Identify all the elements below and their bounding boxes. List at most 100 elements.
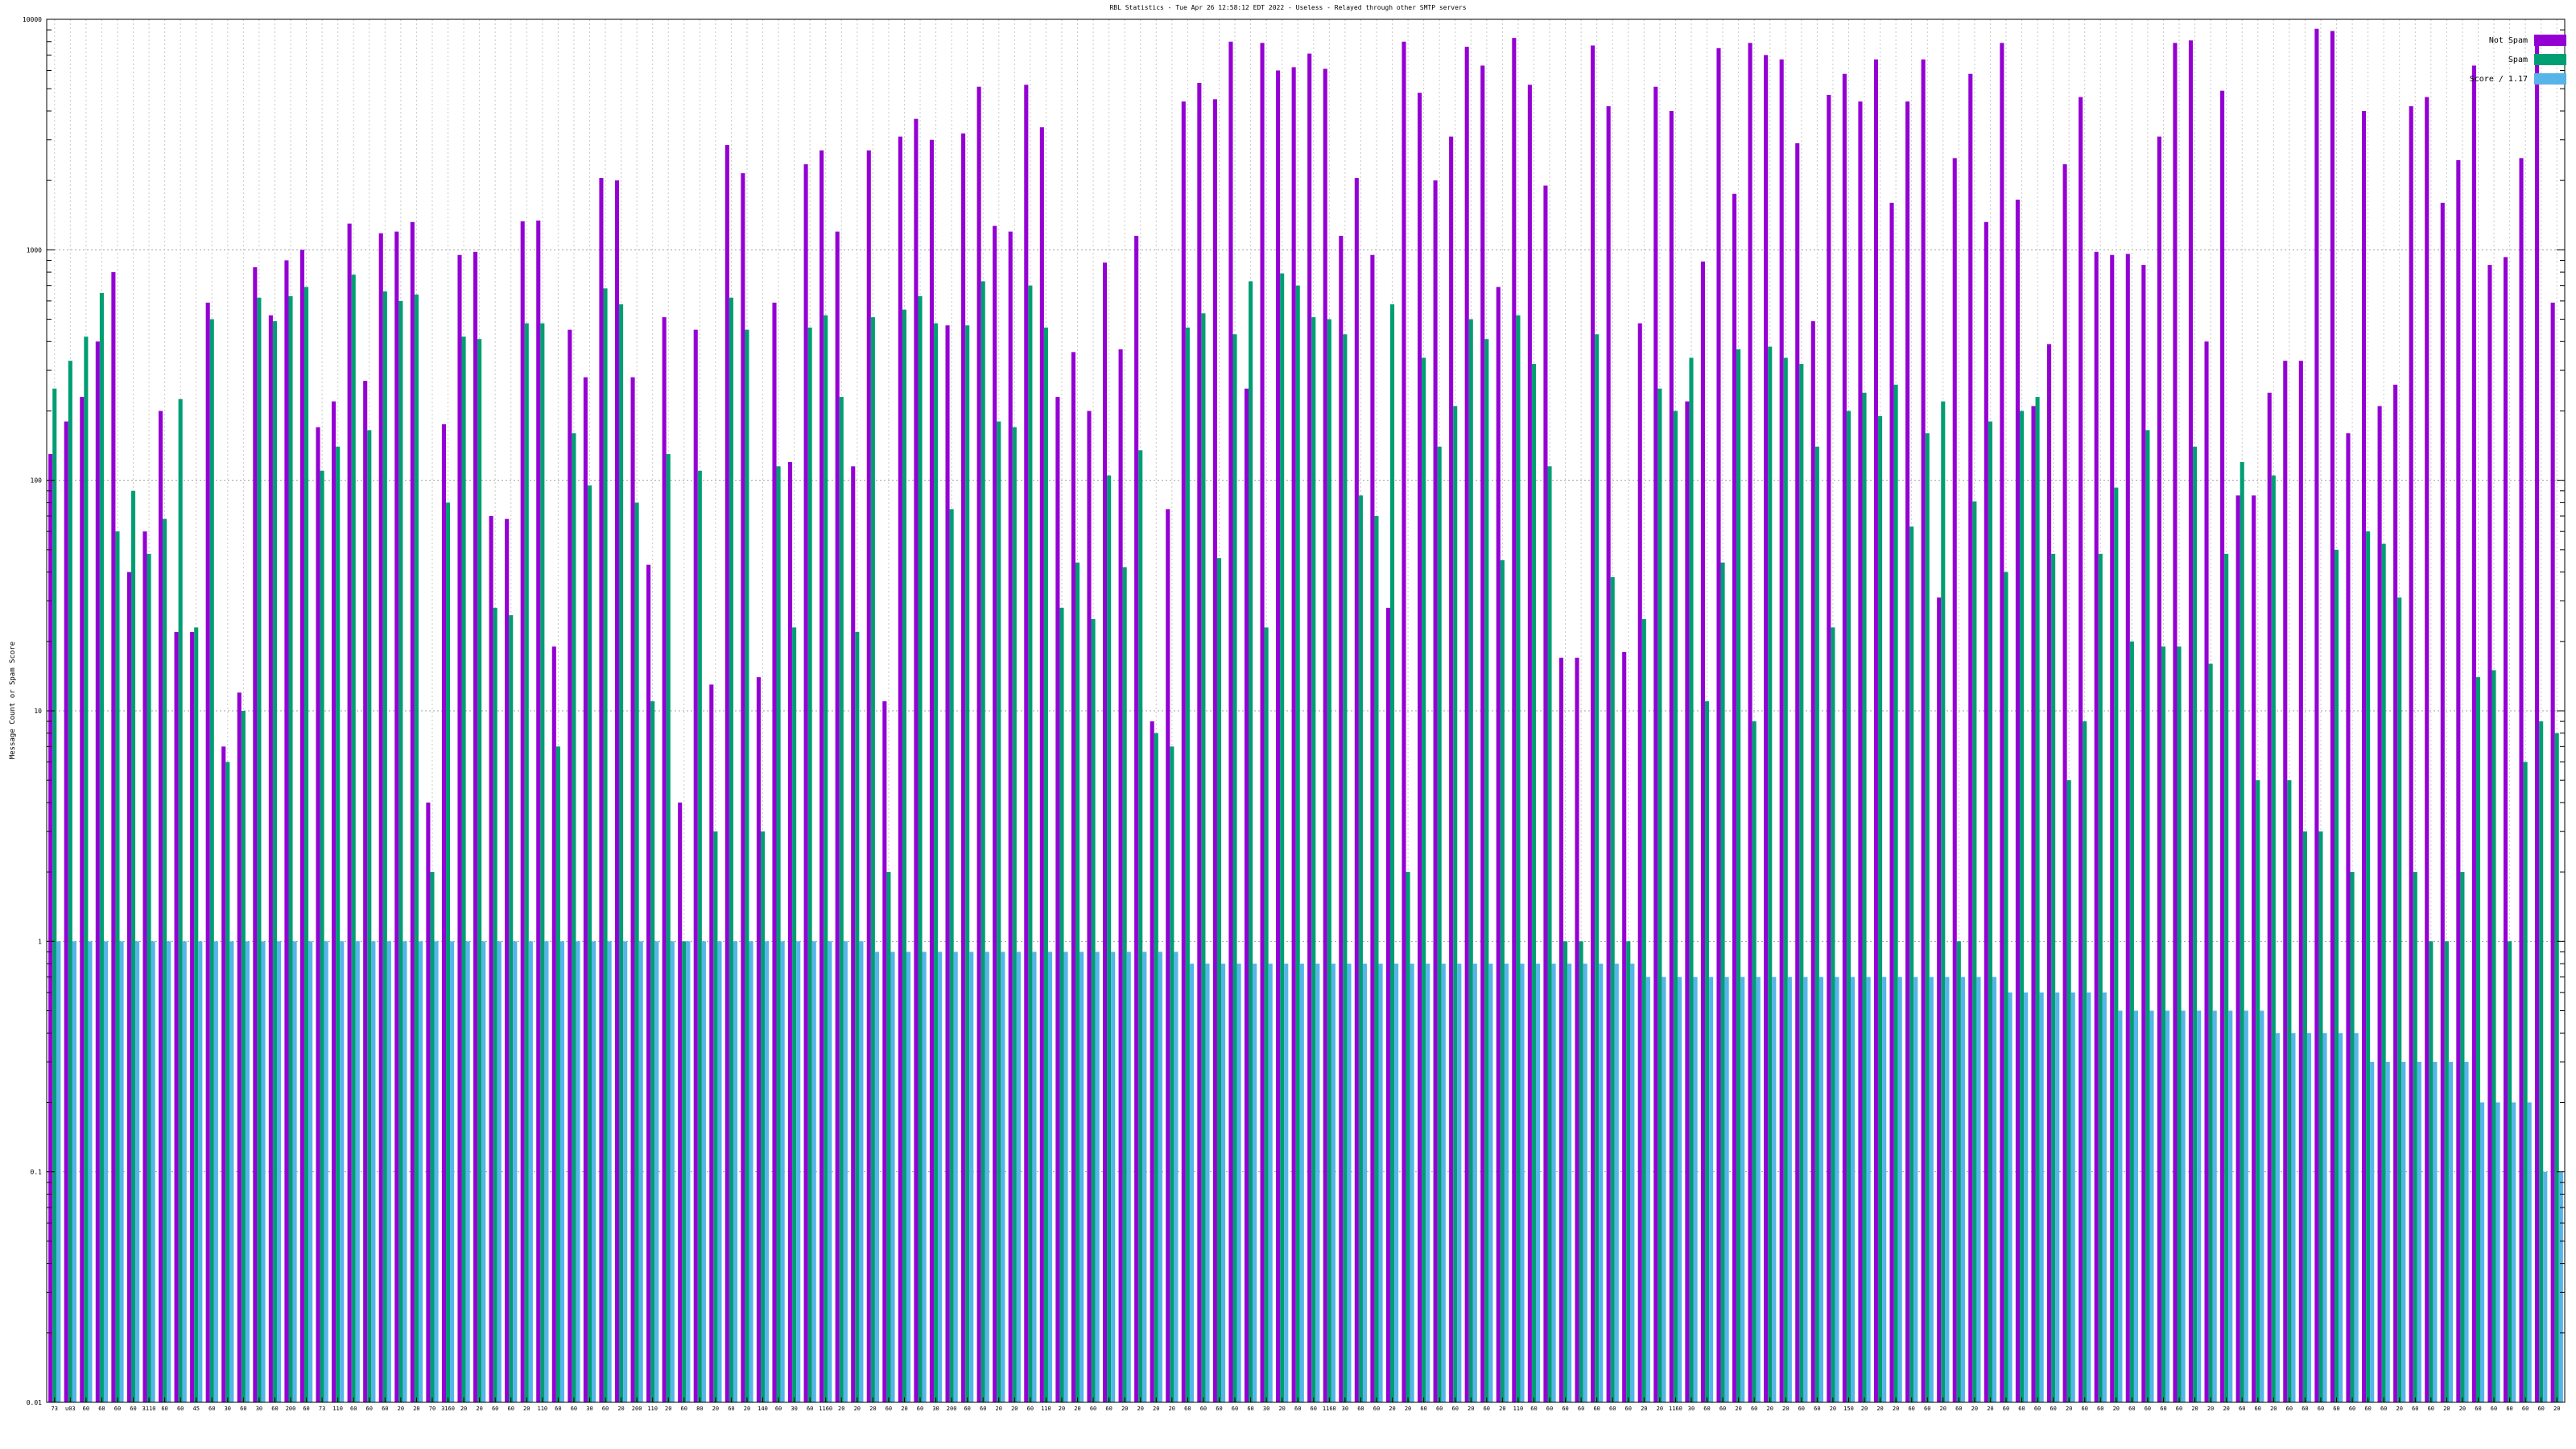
bar-score — [1740, 976, 1745, 1402]
bar-spam — [99, 292, 104, 1402]
bar-score — [2228, 1010, 2233, 1402]
bar-score — [2102, 992, 2107, 1402]
bar-score — [890, 952, 895, 1402]
bar-spam — [886, 872, 891, 1402]
x-tick-label: 20 — [1059, 1406, 1065, 1412]
x-tick-label: 60 — [1751, 1406, 1757, 1412]
bar-spam — [115, 531, 120, 1402]
bar-spam — [2114, 487, 2119, 1402]
bar-not-spam — [945, 325, 950, 1402]
bar-spam — [697, 470, 702, 1402]
bar-score — [1960, 976, 1965, 1402]
x-tick-label: 60 — [2097, 1406, 2103, 1412]
x-tick-label: 60 — [1924, 1406, 1930, 1412]
x-tick-label: 60 — [2176, 1406, 2182, 1412]
bar-not-spam — [1212, 99, 1217, 1402]
bar-not-spam — [221, 746, 226, 1402]
x-tick-label: 60 — [1420, 1406, 1426, 1412]
bar-spam — [1232, 334, 1237, 1402]
bar-spam — [1846, 411, 1852, 1403]
bar-not-spam — [1260, 43, 1265, 1403]
bar-not-spam — [724, 145, 729, 1403]
bar-score — [1253, 964, 1257, 1402]
bar-spam — [997, 421, 1001, 1402]
bar-spam — [1941, 401, 1946, 1402]
bar-score — [1897, 976, 1902, 1402]
y-tick-label: 0.1 — [31, 1169, 43, 1176]
bar-not-spam — [2173, 43, 2178, 1403]
x-tick-label: 20 — [1137, 1406, 1144, 1412]
bar-spam — [1972, 501, 1977, 1402]
bar-spam — [1563, 941, 1568, 1402]
bar-not-spam — [64, 421, 68, 1402]
bar-spam — [1783, 357, 1788, 1402]
bar-not-spam — [882, 701, 887, 1402]
x-tick-label: 60 — [571, 1406, 577, 1412]
bar-not-spam — [1858, 101, 1863, 1402]
bar-not-spam — [1842, 73, 1847, 1403]
x-tick-label: 60 — [2475, 1406, 2481, 1412]
bar-spam — [1720, 562, 1725, 1402]
bar-score — [1457, 964, 1462, 1402]
bar-score — [2527, 1102, 2532, 1402]
bar-score — [2480, 1102, 2485, 1402]
x-tick-label: 60 — [1703, 1406, 1710, 1412]
x-tick-label: 30 — [1263, 1406, 1269, 1412]
bar-score — [135, 941, 140, 1402]
bar-not-spam — [2456, 159, 2461, 1403]
bar-score — [2558, 1171, 2563, 1402]
x-tick-label: 60 — [2364, 1406, 2371, 1412]
bar-score — [686, 941, 691, 1402]
bar-not-spam — [1527, 85, 1532, 1402]
bar-spam — [729, 297, 733, 1402]
bar-spam — [650, 701, 655, 1402]
bar-not-spam — [1937, 597, 1942, 1402]
x-tick-label: 60 — [1814, 1406, 1820, 1412]
bar-spam — [336, 446, 341, 1402]
bar-spam — [2287, 780, 2292, 1402]
bar-score — [371, 941, 376, 1402]
bar-score — [229, 941, 234, 1402]
bar-not-spam — [2362, 110, 2367, 1403]
x-tick-label: 30 — [791, 1406, 797, 1412]
bar-score — [765, 941, 770, 1402]
x-tick-label: 1160 — [1669, 1406, 1682, 1412]
x-tick-label: 60 — [350, 1406, 357, 1412]
bar-score — [1047, 952, 1053, 1402]
bar-not-spam — [441, 424, 446, 1402]
bar-not-spam — [284, 260, 289, 1402]
x-tick-label: 20 — [854, 1406, 861, 1412]
bar-not-spam — [1150, 721, 1154, 1402]
bar-score — [2055, 992, 2060, 1402]
bar-spam — [2066, 780, 2071, 1402]
y-tick-label: 1 — [38, 938, 42, 945]
legend-label-not-spam: Not Spam — [2488, 35, 2528, 45]
x-tick-label: 60 — [1578, 1406, 1584, 1412]
bars — [48, 28, 2563, 1403]
x-tick-label: 20 — [1782, 1406, 1789, 1412]
bar-not-spam — [1795, 142, 1800, 1403]
x-tick-label: 60 — [2349, 1406, 2355, 1412]
x-tick-label: 60 — [492, 1406, 498, 1412]
bar-spam — [2035, 397, 2040, 1402]
bar-not-spam — [1512, 38, 1517, 1402]
x-tick-label: 30 — [932, 1406, 939, 1412]
bar-spam — [1768, 346, 1773, 1403]
bar-score — [308, 941, 313, 1402]
bar-spam — [1925, 433, 1930, 1402]
x-tick-label: 60 — [161, 1406, 167, 1412]
bar-score — [1662, 976, 1666, 1402]
bar-not-spam — [1591, 45, 1596, 1403]
bar-spam — [2240, 461, 2244, 1403]
bar-spam — [634, 502, 639, 1402]
x-tick-label: 20 — [2443, 1406, 2450, 1412]
x-tick-label: 140 — [758, 1406, 768, 1412]
bar-spam — [760, 831, 766, 1402]
bar-spam — [1389, 304, 1395, 1402]
bar-spam — [2177, 646, 2182, 1402]
bar-not-spam — [1558, 658, 1564, 1402]
bar-spam — [839, 397, 844, 1402]
x-tick-label: 60 — [2333, 1406, 2339, 1412]
bar-not-spam — [551, 646, 556, 1402]
bar-not-spam — [2188, 40, 2194, 1403]
